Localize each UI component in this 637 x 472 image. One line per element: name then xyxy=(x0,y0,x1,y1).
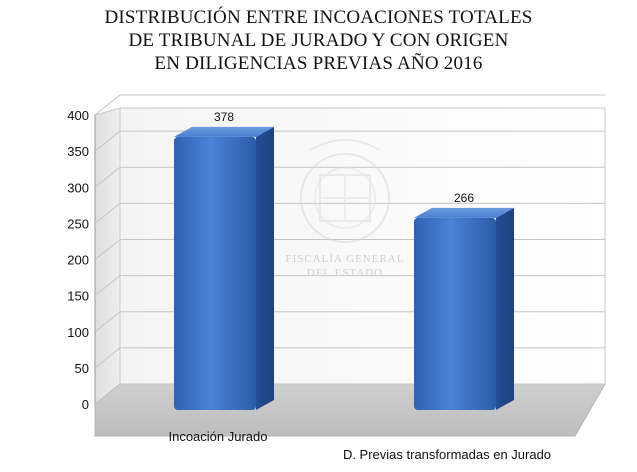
gridline xyxy=(94,202,605,224)
bar-side xyxy=(256,126,274,411)
watermark-seal xyxy=(300,139,390,243)
category-label: D. Previas transformadas en Jurado xyxy=(343,447,551,462)
gridline xyxy=(94,130,605,152)
watermark-line-1: FISCALÍA GENERAL xyxy=(286,253,405,265)
y-tick-label: 50 xyxy=(75,361,89,376)
y-tick-label: 100 xyxy=(67,325,89,340)
data-labels: 378 266 xyxy=(214,110,474,205)
data-label: 378 xyxy=(214,110,234,124)
chart-title: DISTRIBUCIÓN ENTRE INCOACIONES TOTALES D… xyxy=(0,6,637,75)
bar-top xyxy=(174,126,274,137)
chart-title-line-3: EN DILIGENCIAS PREVIAS AÑO 2016 xyxy=(154,53,483,74)
chart-title-line-1: DISTRIBUCIÓN ENTRE INCOACIONES TOTALES xyxy=(104,7,533,28)
y-tick-label: 350 xyxy=(67,144,89,159)
bars xyxy=(174,126,514,411)
data-label: 266 xyxy=(454,191,474,205)
bar xyxy=(174,126,274,411)
bar-side xyxy=(496,207,514,410)
bar-front xyxy=(174,136,256,410)
bar-front xyxy=(414,217,496,410)
gridline xyxy=(94,166,605,188)
category-labels: Incoación Jurado D. Previas transformadas… xyxy=(168,429,551,462)
chart-title-line-2: DE TRIBUNAL DE JURADO Y CON ORIGEN xyxy=(128,30,509,51)
y-tick-label: 300 xyxy=(67,180,89,195)
y-tick-label: 0 xyxy=(82,397,89,412)
gridline xyxy=(94,94,605,116)
y-tick-label: 400 xyxy=(67,108,89,123)
watermark-line-2: DEL ESTADO xyxy=(307,267,383,279)
bar xyxy=(414,207,514,410)
y-tick-label: 150 xyxy=(67,289,89,304)
category-label: Incoación Jurado xyxy=(168,429,267,444)
bar-top xyxy=(414,207,514,218)
y-axis-ticks: 0 50 100 150 200 250 300 350 400 xyxy=(67,108,89,412)
y-tick-label: 200 xyxy=(67,253,89,268)
y-tick-label: 250 xyxy=(67,216,89,231)
